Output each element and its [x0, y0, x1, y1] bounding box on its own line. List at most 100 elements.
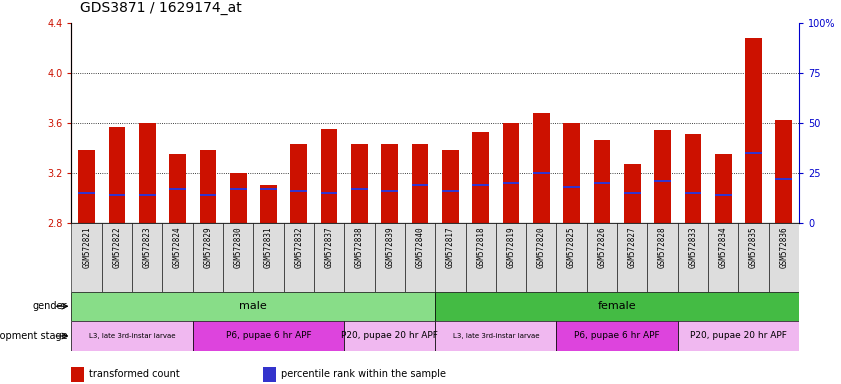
Bar [557, 223, 587, 292]
Bar [533, 113, 550, 223]
Bar [78, 151, 95, 223]
Text: GSM572826: GSM572826 [597, 226, 606, 268]
Text: GSM572823: GSM572823 [143, 226, 151, 268]
Bar [71, 292, 436, 321]
Bar [442, 190, 458, 192]
Text: GDS3871 / 1629174_at: GDS3871 / 1629174_at [80, 2, 241, 15]
Bar [435, 223, 466, 292]
Text: GSM572821: GSM572821 [82, 226, 91, 268]
Bar [533, 172, 550, 174]
Bar [260, 185, 277, 223]
Text: P20, pupae 20 hr APF: P20, pupae 20 hr APF [341, 331, 438, 341]
Bar [132, 223, 162, 292]
Text: GSM572818: GSM572818 [476, 226, 485, 268]
Bar [648, 223, 678, 292]
Bar [314, 223, 344, 292]
Bar [654, 131, 671, 223]
Bar [715, 154, 732, 223]
Bar [78, 192, 95, 194]
Bar [263, 367, 276, 382]
Bar [473, 184, 489, 186]
Text: GSM572831: GSM572831 [264, 226, 273, 268]
Bar [715, 194, 732, 196]
Bar [230, 188, 246, 190]
Bar [71, 367, 84, 382]
Text: P6, pupae 6 hr APF: P6, pupae 6 hr APF [225, 331, 311, 341]
Bar [436, 321, 557, 351]
Text: P20, pupae 20 hr APF: P20, pupae 20 hr APF [690, 331, 787, 341]
Bar [617, 223, 648, 292]
Bar [654, 180, 671, 182]
Text: GSM572817: GSM572817 [446, 226, 455, 268]
Text: L3, late 3rd-instar larvae: L3, late 3rd-instar larvae [452, 333, 539, 339]
Bar [769, 223, 799, 292]
Bar [594, 182, 611, 184]
Bar [678, 321, 799, 351]
Bar [193, 223, 223, 292]
Bar [526, 223, 557, 292]
Bar [382, 190, 398, 192]
Bar [320, 192, 337, 194]
Bar [169, 188, 186, 190]
Bar [775, 178, 792, 180]
Text: GSM572838: GSM572838 [355, 226, 364, 268]
Bar [678, 223, 708, 292]
Bar [351, 144, 368, 223]
Text: GSM572835: GSM572835 [749, 226, 758, 268]
Bar [223, 223, 253, 292]
Text: female: female [598, 301, 637, 311]
Bar [563, 185, 580, 188]
Bar [193, 321, 344, 351]
Bar [594, 141, 611, 223]
Bar [253, 223, 283, 292]
Bar [775, 121, 792, 223]
Bar [283, 223, 314, 292]
Text: GSM572836: GSM572836 [780, 226, 788, 268]
Bar [557, 321, 678, 351]
Text: GSM572827: GSM572827 [627, 226, 637, 268]
Text: GSM572830: GSM572830 [234, 226, 243, 268]
Bar [473, 132, 489, 223]
Bar [374, 223, 405, 292]
Bar [230, 173, 246, 223]
Bar [466, 223, 496, 292]
Bar [199, 151, 216, 223]
Text: GSM572824: GSM572824 [173, 226, 182, 268]
Bar [199, 194, 216, 196]
Text: GSM572820: GSM572820 [537, 226, 546, 268]
Text: GSM572819: GSM572819 [506, 226, 516, 268]
Text: L3, late 3rd-instar larvae: L3, late 3rd-instar larvae [89, 333, 176, 339]
Text: GSM572840: GSM572840 [415, 226, 425, 268]
Bar [503, 182, 520, 184]
Text: percentile rank within the sample: percentile rank within the sample [281, 369, 446, 379]
Text: male: male [240, 301, 267, 311]
Bar [587, 223, 617, 292]
Text: GSM572834: GSM572834 [719, 226, 727, 268]
Bar [108, 194, 125, 196]
Bar [260, 188, 277, 190]
Bar [108, 127, 125, 223]
Bar [344, 223, 374, 292]
Text: GSM572839: GSM572839 [385, 226, 394, 268]
Bar [624, 164, 641, 223]
Text: GSM572825: GSM572825 [567, 226, 576, 268]
Bar [624, 192, 641, 194]
Bar [412, 184, 428, 186]
Text: gender: gender [33, 301, 67, 311]
Bar [412, 144, 428, 223]
Text: P6, pupae 6 hr APF: P6, pupae 6 hr APF [574, 331, 660, 341]
Bar [169, 154, 186, 223]
Bar [442, 151, 458, 223]
Bar [745, 152, 762, 154]
Text: transformed count: transformed count [89, 369, 180, 379]
Bar [71, 223, 102, 292]
Bar [685, 134, 701, 223]
Bar [139, 194, 156, 196]
Text: GSM572829: GSM572829 [204, 226, 213, 268]
Text: GSM572837: GSM572837 [325, 226, 334, 268]
Bar [708, 223, 738, 292]
Bar [102, 223, 132, 292]
Bar [344, 321, 436, 351]
Bar [496, 223, 526, 292]
Text: GSM572828: GSM572828 [658, 226, 667, 268]
